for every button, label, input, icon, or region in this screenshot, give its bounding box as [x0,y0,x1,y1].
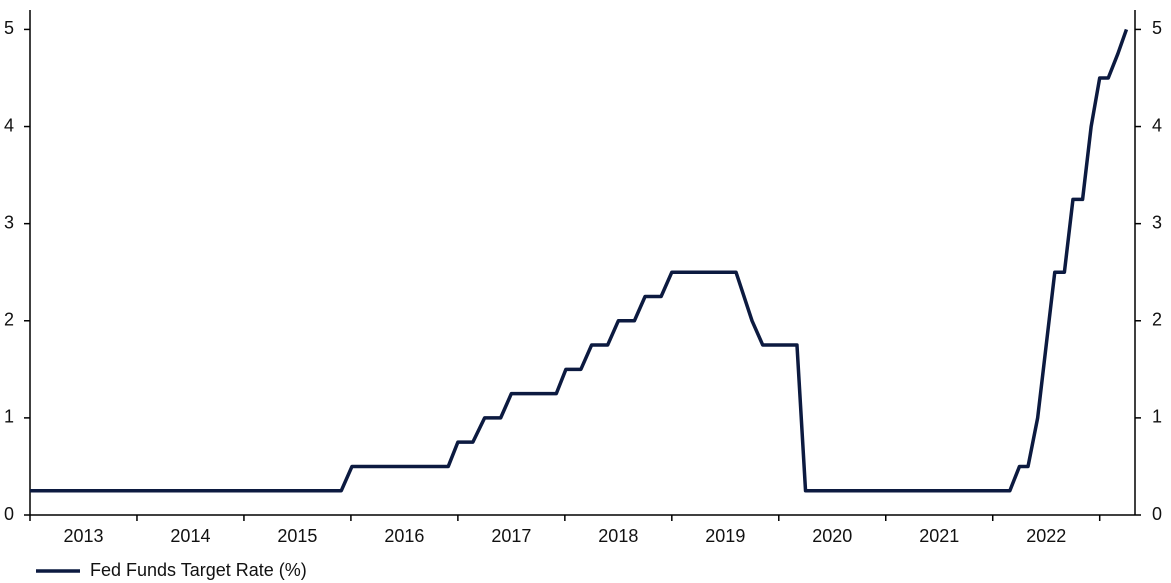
y2-tick-label: 4 [1152,115,1162,135]
legend-label: Fed Funds Target Rate (%) [90,560,307,580]
x-tick-label: 2014 [170,526,210,546]
y-tick-label: 4 [4,115,14,135]
x-tick-label: 2017 [491,526,531,546]
y-tick-label: 3 [4,212,14,232]
x-tick-label: 2018 [598,526,638,546]
y2-tick-label: 5 [1152,18,1162,38]
x-tick-label: 2016 [384,526,424,546]
y-tick-label: 1 [4,407,14,427]
x-tick-label: 2020 [812,526,852,546]
x-tick-label: 2021 [919,526,959,546]
y-tick-label: 2 [4,310,14,330]
y2-tick-label: 0 [1152,504,1162,524]
y2-tick-label: 1 [1152,407,1162,427]
x-tick-label: 2013 [63,526,103,546]
series-line [30,28,1129,493]
y-tick-label: 0 [4,504,14,524]
x-tick-label: 2015 [277,526,317,546]
y2-tick-label: 3 [1152,212,1162,232]
x-tick-label: 2022 [1026,526,1066,546]
y2-tick-label: 2 [1152,310,1162,330]
x-tick-label: 2019 [705,526,745,546]
y-tick-label: 5 [4,18,14,38]
